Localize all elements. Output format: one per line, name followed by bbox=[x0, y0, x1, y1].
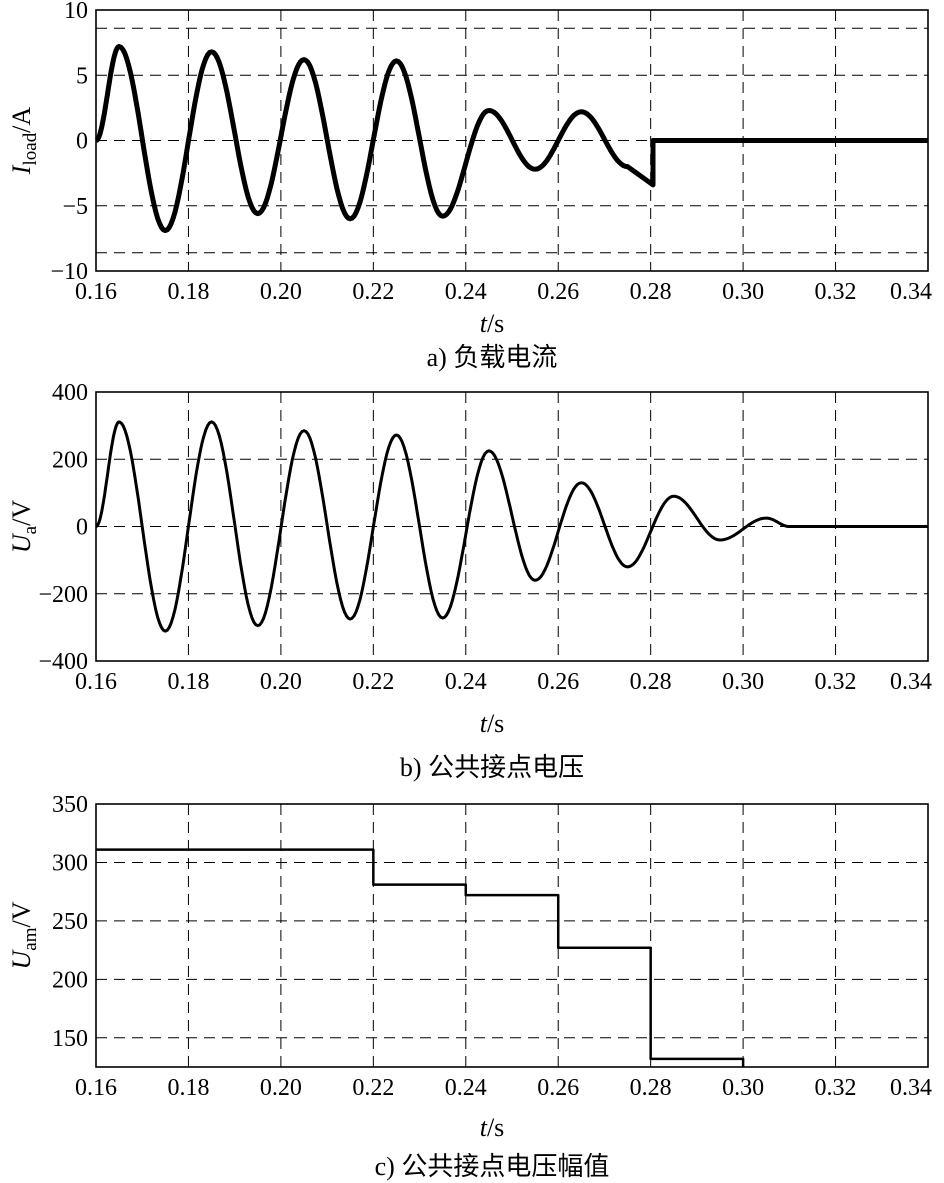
panel-caption: a) 负载电流 bbox=[427, 343, 558, 372]
x-tick-label: 0.16 bbox=[75, 279, 117, 305]
x-tick-label: 0.30 bbox=[722, 669, 764, 695]
y-tick-label: 250 bbox=[52, 909, 88, 935]
x-tick-label: 0.32 bbox=[815, 1075, 857, 1101]
y-tick-label: 200 bbox=[52, 967, 88, 993]
x-tick-label: 0.28 bbox=[630, 669, 672, 695]
x-tick-label: 0.16 bbox=[75, 669, 117, 695]
y-axis-subscript: load bbox=[20, 132, 41, 165]
x-tick-label: 0.26 bbox=[537, 1075, 579, 1101]
y-tick-label: −400 bbox=[38, 649, 88, 675]
x-tick-label: 0.24 bbox=[445, 669, 487, 695]
x-tick-label: 0.24 bbox=[445, 1075, 487, 1101]
y-tick-label: −5 bbox=[62, 194, 88, 220]
y-axis-unit: /V bbox=[7, 901, 36, 927]
y-tick-label: −10 bbox=[50, 259, 88, 285]
y-tick-label: 300 bbox=[52, 850, 88, 876]
y-tick-label: 200 bbox=[52, 447, 88, 473]
series-line bbox=[95, 420, 928, 633]
x-axis-unit: /s bbox=[487, 309, 504, 338]
x-axis-label: t/s bbox=[480, 709, 505, 738]
x-axis-label: t/s bbox=[480, 1113, 505, 1142]
x-tick-label: 0.18 bbox=[167, 1075, 209, 1101]
y-axis-label: Iload/A bbox=[7, 107, 41, 176]
y-axis-label: Uam/V bbox=[7, 901, 41, 969]
x-tick-label: 0.34 bbox=[890, 279, 932, 305]
y-tick-label: 400 bbox=[52, 380, 88, 406]
y-axis-symbol: U bbox=[7, 949, 36, 970]
x-axis-symbol: t bbox=[480, 709, 488, 738]
y-axis-symbol: U bbox=[7, 532, 36, 553]
x-tick-label: 0.30 bbox=[722, 1075, 764, 1101]
panel-caption: b) 公共接点电压 bbox=[400, 753, 584, 782]
x-tick-label: 0.34 bbox=[890, 669, 932, 695]
y-axis-unit: /V bbox=[7, 500, 36, 526]
x-tick-label: 0.34 bbox=[890, 1075, 932, 1101]
x-tick-label: 0.26 bbox=[537, 669, 579, 695]
y-tick-label: 150 bbox=[52, 1026, 88, 1052]
plot-frame bbox=[95, 803, 929, 1068]
series-line bbox=[96, 848, 745, 1067]
x-tick-label: 0.28 bbox=[630, 1075, 672, 1101]
x-tick-label: 0.26 bbox=[537, 279, 579, 305]
x-axis-unit: /s bbox=[487, 709, 504, 738]
x-axis-unit: /s bbox=[487, 1113, 504, 1142]
x-tick-label: 0.18 bbox=[167, 669, 209, 695]
x-tick-label: 0.20 bbox=[260, 1075, 302, 1101]
y-axis-symbol: I bbox=[7, 164, 36, 175]
x-tick-label: 0.20 bbox=[260, 279, 302, 305]
y-tick-label: 5 bbox=[76, 63, 88, 89]
x-axis-symbol: t bbox=[480, 1113, 488, 1142]
x-tick-label: 0.30 bbox=[722, 279, 764, 305]
x-tick-label: 0.28 bbox=[630, 279, 672, 305]
plot-frame bbox=[95, 9, 929, 272]
x-tick-label: 0.22 bbox=[352, 669, 394, 695]
chart-panel-3: 0.16 0.18 0.20 0.22 0.24 0.26 0.28 0.30 0.32 0.34… bbox=[7, 792, 932, 1181]
x-tick-label: 0.18 bbox=[167, 279, 209, 305]
x-tick-label: 0.32 bbox=[815, 669, 857, 695]
chart-panel-1: 0.16 0.18 0.20 0.22 0.24 0.26 0.28 0.30 0.32 0.34… bbox=[7, 0, 932, 372]
y-tick-label: 0 bbox=[76, 515, 88, 541]
chart-panel-2: 0.16 0.18 0.20 0.22 0.24 0.26 0.28 0.30 0.32 0.34… bbox=[7, 380, 932, 782]
x-tick-label: 0.24 bbox=[445, 279, 487, 305]
x-tick-label: 0.22 bbox=[352, 279, 394, 305]
y-axis-label: Ua/V bbox=[7, 500, 41, 553]
y-axis-subscript: a bbox=[20, 525, 41, 534]
series-line bbox=[94, 44, 928, 233]
y-tick-label: −200 bbox=[38, 582, 88, 608]
x-axis-symbol: t bbox=[480, 309, 488, 338]
y-tick-label: 350 bbox=[52, 792, 88, 818]
y-axis-unit: /A bbox=[7, 107, 36, 133]
x-tick-label: 0.22 bbox=[352, 1075, 394, 1101]
plot-frame bbox=[95, 391, 929, 662]
y-tick-label: 0 bbox=[76, 129, 88, 155]
y-axis-subscript: am bbox=[20, 927, 41, 950]
x-tick-label: 0.32 bbox=[815, 279, 857, 305]
x-tick-label: 0.16 bbox=[75, 1075, 117, 1101]
x-axis-label: t/s bbox=[480, 309, 505, 338]
x-tick-label: 0.20 bbox=[260, 669, 302, 695]
y-tick-label: 10 bbox=[64, 0, 88, 24]
panel-caption: c) 公共接点电压幅值 bbox=[375, 1152, 610, 1181]
